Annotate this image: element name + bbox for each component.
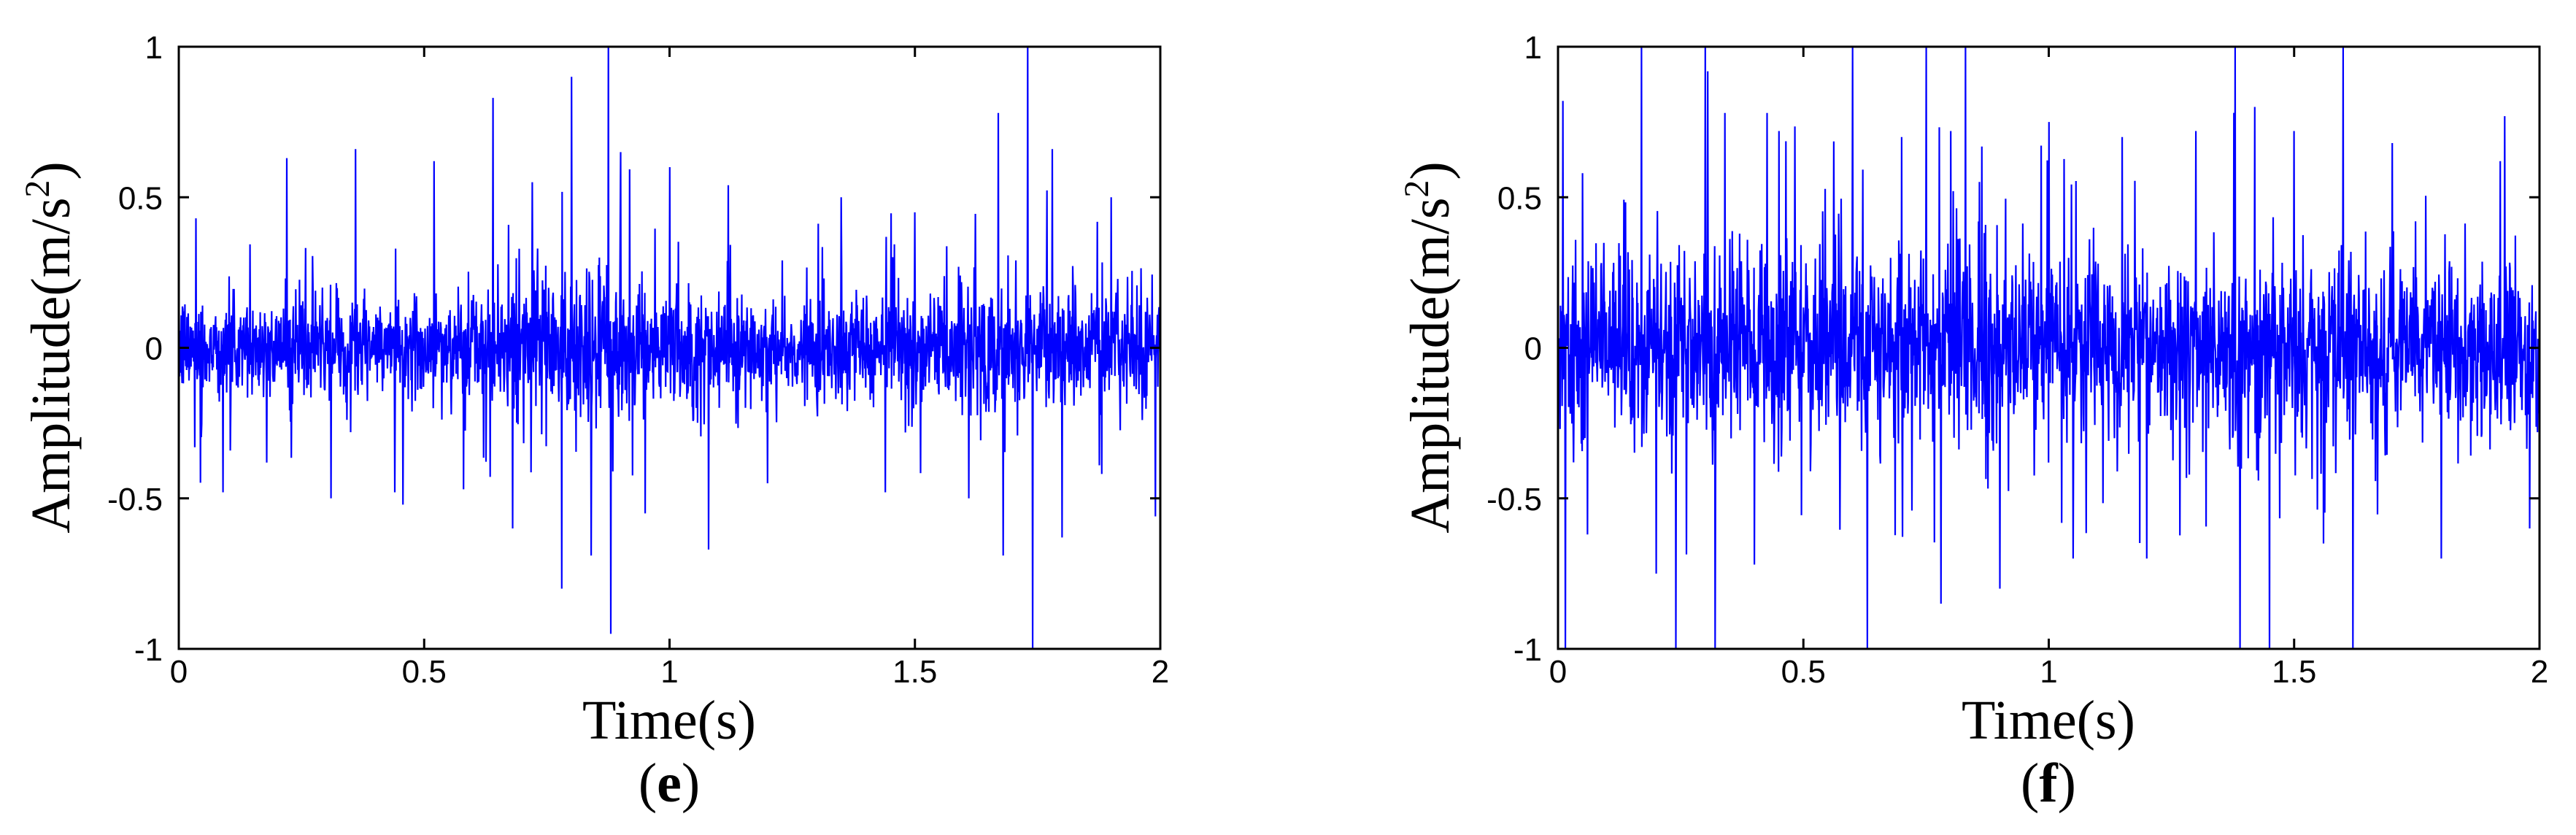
y-tick-label-e-2: 0 [145,331,163,367]
y-axis-title-main-f: Amplitude(m/s [1400,198,1461,534]
panel-label-letter-f: f [2039,753,2059,814]
x-tick-label-f-3: 1.5 [2272,654,2316,690]
y-tick-label-e-3: 0.5 [118,180,163,216]
y-tick-label-f-1: -0.5 [1486,482,1542,517]
x-tick-label-e-3: 1.5 [892,654,937,690]
x-tick-label-e-0: 0 [170,654,188,690]
panel-label-open-e: ( [639,753,657,814]
panel-label-e: (e) [639,753,700,814]
y-tick-label-f-3: 0.5 [1497,180,1542,216]
y-axis-title-superscript-e: 2 [18,180,57,198]
panel-label-close-f: ) [2058,753,2076,814]
x-tick-label-e-1: 0.5 [402,654,447,690]
y-tick-label-e-1: -0.5 [107,482,163,517]
y-axis-title-superscript-f: 2 [1397,180,1436,198]
x-tick-label-f-1: 0.5 [1781,654,1826,690]
panel-label-f: (f) [2021,753,2076,814]
y-tick-label-f-2: 0 [1524,331,1542,367]
x-axis-title-e: Time(s) [582,690,756,751]
x-tick-label-f-2: 1 [2040,654,2057,690]
chart-panel-e: 0 0.5 1 1.5 2 -1 -0.5 0 0.5 1 Time(s) Amplitude(… [18,30,1169,814]
y-axis-title-main-e: Amplitude(m/s [20,198,82,534]
signal-trace-f [1558,47,2540,649]
signal-line-f [1558,47,2540,649]
x-tick-label-f-4: 2 [2531,654,2548,690]
x-ticks-e: 0 0.5 1 1.5 2 [170,47,1169,690]
panel-label-open-f: ( [2021,753,2039,814]
signal-trace-e [179,47,1160,649]
x-tick-label-e-2: 1 [660,654,678,690]
y-axis-title-f: Amplitude(m/s2) [1397,161,1461,534]
x-tick-label-f-0: 0 [1549,654,1567,690]
y-axis-title-e: Amplitude(m/s2) [18,161,82,534]
y-tick-label-e-4: 1 [145,30,163,66]
y-tick-label-f-4: 1 [1524,30,1542,66]
x-ticks-f: 0 0.5 1 1.5 2 [1549,47,2548,690]
y-ticks-e: -1 -0.5 0 0.5 1 [107,30,1160,668]
x-tick-label-e-4: 2 [1152,654,1169,690]
signal-line-e [179,47,1160,649]
y-axis-title-close-e: ) [20,161,82,180]
chart-panel-f: 0 0.5 1 1.5 2 -1 -0.5 0 0.5 1 Time(s) Amplitude(… [1397,30,2548,814]
y-tick-label-f-0: -1 [1513,632,1542,668]
y-ticks-f: -1 -0.5 0 0.5 1 [1486,30,2540,668]
panel-label-letter-e: e [657,753,682,814]
y-axis-title-close-f: ) [1400,161,1461,180]
panel-label-close-e: ) [682,753,700,814]
y-tick-label-e-0: -1 [134,632,163,668]
x-axis-title-f: Time(s) [1962,690,2135,751]
